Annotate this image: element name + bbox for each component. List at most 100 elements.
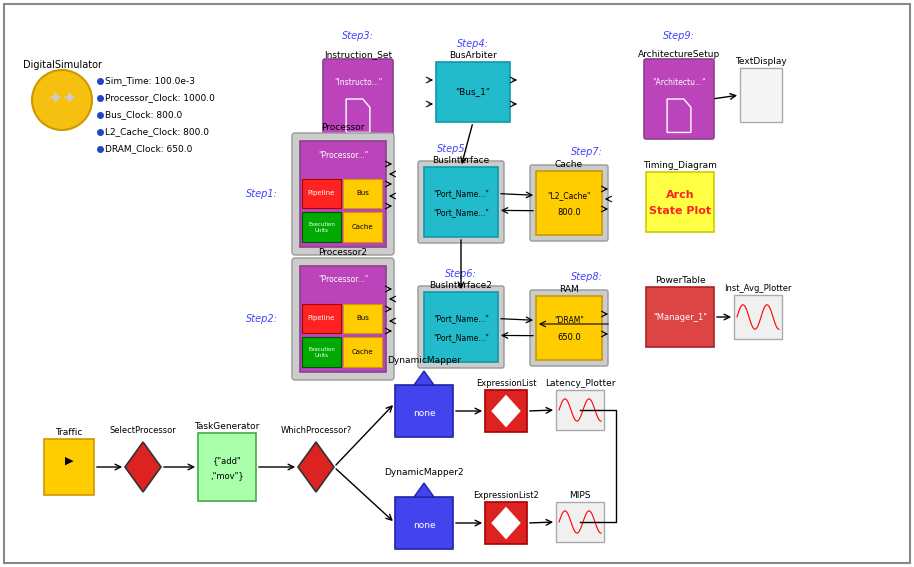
Polygon shape: [493, 508, 520, 538]
FancyBboxPatch shape: [530, 165, 608, 241]
FancyBboxPatch shape: [4, 4, 910, 563]
Text: "Port_Name...": "Port_Name...": [433, 333, 489, 342]
FancyBboxPatch shape: [292, 258, 394, 380]
Text: Execution
Units: Execution Units: [308, 222, 335, 232]
Bar: [646, 172, 714, 232]
Text: Arch: Arch: [665, 190, 695, 200]
Text: "DRAM": "DRAM": [554, 316, 584, 325]
Bar: [395, 385, 453, 437]
Bar: [740, 68, 782, 122]
Bar: [485, 502, 527, 544]
Text: Timing_Diagram: Timing_Diagram: [643, 161, 717, 170]
Bar: [536, 296, 602, 360]
Circle shape: [32, 70, 92, 130]
Bar: [343, 212, 382, 242]
Text: DynamicMapper: DynamicMapper: [387, 356, 461, 365]
Bar: [536, 171, 602, 235]
Bar: [198, 433, 256, 501]
Text: Cache: Cache: [352, 224, 373, 230]
Text: "Port_Name...": "Port_Name...": [433, 208, 489, 217]
Text: WhichProcessor?: WhichProcessor?: [281, 426, 352, 435]
Text: MIPS: MIPS: [569, 491, 590, 500]
Text: PowerTable: PowerTable: [654, 276, 706, 285]
Polygon shape: [414, 483, 434, 497]
Text: Pipeline: Pipeline: [308, 191, 335, 197]
Text: ▶: ▶: [65, 455, 73, 466]
Text: Instruction_Set: Instruction_Set: [324, 50, 392, 59]
Text: ,"mov"}: ,"mov"}: [210, 471, 244, 480]
Text: Step4:: Step4:: [457, 39, 489, 49]
Bar: [436, 62, 510, 122]
Text: SelectProcessor: SelectProcessor: [110, 426, 176, 435]
Text: ExpressionList2: ExpressionList2: [473, 491, 539, 500]
Text: Step1:: Step1:: [246, 189, 278, 199]
Bar: [734, 295, 782, 339]
Text: Pipeline: Pipeline: [308, 315, 335, 321]
Text: ExpressionList: ExpressionList: [476, 379, 537, 388]
Bar: [424, 167, 498, 237]
Text: "Processor...": "Processor...": [318, 276, 368, 285]
Text: ArchitectureSetup: ArchitectureSetup: [638, 50, 720, 59]
Text: TextDisplay: TextDisplay: [735, 57, 787, 66]
Text: BusInterface: BusInterface: [432, 156, 490, 165]
Text: BusInterface2: BusInterface2: [430, 281, 493, 290]
Bar: [300, 266, 386, 372]
Text: Processor: Processor: [322, 123, 365, 132]
Polygon shape: [125, 442, 161, 492]
Text: "Port_Name...": "Port_Name...": [433, 189, 489, 198]
Text: TaskGenerator: TaskGenerator: [195, 422, 260, 431]
Text: Step3:: Step3:: [342, 31, 374, 41]
Text: BusArbiter: BusArbiter: [449, 51, 497, 60]
Bar: [44, 439, 94, 495]
Text: 650.0: 650.0: [558, 333, 581, 342]
Bar: [424, 292, 498, 362]
Text: none: none: [413, 409, 435, 418]
Text: Step8:: Step8:: [571, 272, 603, 282]
Bar: [343, 179, 382, 208]
Bar: [556, 502, 604, 542]
Text: State Plot: State Plot: [649, 206, 711, 216]
Bar: [395, 497, 453, 549]
Bar: [485, 390, 527, 432]
FancyBboxPatch shape: [418, 161, 504, 243]
Text: Processor_Clock: 1000.0: Processor_Clock: 1000.0: [105, 94, 215, 103]
FancyBboxPatch shape: [644, 59, 714, 139]
FancyBboxPatch shape: [323, 59, 393, 139]
Bar: [300, 141, 386, 247]
Text: Cache: Cache: [555, 160, 583, 169]
Text: Bus_Clock: 800.0: Bus_Clock: 800.0: [105, 111, 182, 120]
Text: Execution
Units: Execution Units: [308, 347, 335, 358]
Polygon shape: [414, 371, 434, 385]
Text: 800.0: 800.0: [558, 208, 581, 217]
Bar: [302, 212, 341, 242]
Text: "Manager_1": "Manager_1": [653, 312, 707, 321]
FancyBboxPatch shape: [530, 290, 608, 366]
Bar: [343, 337, 382, 367]
Bar: [343, 304, 382, 333]
Text: Step7:: Step7:: [571, 147, 603, 157]
FancyBboxPatch shape: [418, 286, 504, 368]
Text: DynamicMapper2: DynamicMapper2: [384, 468, 463, 477]
Text: "Port_Name...": "Port_Name...": [433, 314, 489, 323]
Text: Sim_Time: 100.0e-3: Sim_Time: 100.0e-3: [105, 77, 195, 86]
Text: Traffic: Traffic: [56, 428, 82, 437]
Text: "Architectu...": "Architectu...": [653, 78, 706, 87]
Text: none: none: [413, 521, 435, 530]
Bar: [302, 304, 341, 333]
Text: Bus: Bus: [356, 191, 369, 197]
Text: Step5:: Step5:: [437, 144, 469, 154]
Text: Bus: Bus: [356, 315, 369, 321]
Bar: [646, 287, 714, 347]
Text: "Bus_1": "Bus_1": [455, 87, 491, 96]
Bar: [302, 179, 341, 208]
Text: Processor2: Processor2: [318, 248, 367, 257]
Bar: [556, 390, 604, 430]
Text: DRAM_Clock: 650.0: DRAM_Clock: 650.0: [105, 145, 192, 154]
Text: ✦✦: ✦✦: [47, 91, 77, 109]
Text: "L2_Cache": "L2_Cache": [547, 191, 590, 200]
Text: Step6:: Step6:: [445, 269, 477, 279]
Text: L2_Cache_Clock: 800.0: L2_Cache_Clock: 800.0: [105, 128, 209, 137]
Text: "Instructo...": "Instructo...": [334, 78, 382, 87]
Text: {"add": {"add": [213, 456, 241, 465]
Bar: [302, 337, 341, 367]
